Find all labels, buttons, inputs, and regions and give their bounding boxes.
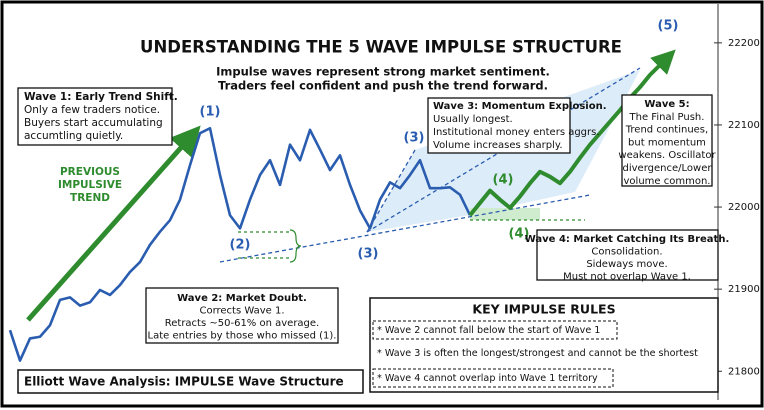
price-line xyxy=(468,49,676,217)
y-tick-label: 21800 xyxy=(728,366,760,377)
rules-title: KEY IMPULSE RULES xyxy=(472,302,615,317)
annotation-text: accumtling quietly. xyxy=(24,130,123,142)
annotation-text: Wave 4: Market Catching Its Breath. xyxy=(525,234,730,245)
annotation-text: Volume increases sharply. xyxy=(433,140,563,151)
wave-label: (5) xyxy=(658,19,679,34)
annotation-text: The Final Push. xyxy=(629,112,705,123)
rules-box xyxy=(369,297,719,393)
annotation-text: PREVIOUS xyxy=(60,166,120,178)
rule-text: * Wave 3 is often the longest/strongest … xyxy=(377,348,698,359)
previous-trend-arrow xyxy=(26,125,201,322)
annotation-text: TREND xyxy=(70,192,110,204)
annotation-box xyxy=(17,87,173,146)
annotation-text: Must not overlap Wave 1. xyxy=(563,272,691,283)
footer-box xyxy=(17,369,364,394)
annotation-text: Wave 5: xyxy=(644,99,689,110)
annotation-text: Buyers start accumulating xyxy=(24,117,163,129)
chart-title: UNDERSTANDING THE 5 WAVE IMPULSE STRUCTU… xyxy=(140,38,622,57)
wave-label: (3) xyxy=(358,247,379,262)
rule-text: * Wave 2 cannot fall below the start of … xyxy=(377,325,600,336)
annotation-text: Retracts ~50-61% on average. xyxy=(165,318,320,329)
wave-label: (4) xyxy=(493,173,514,188)
annotation-text: Wave 3: Momentum Explosion. xyxy=(433,101,607,112)
y-tick-label: 22100 xyxy=(728,120,760,131)
annotation-box xyxy=(427,97,571,154)
footer: Elliott Wave Analysis: IMPULSE Wave Stru… xyxy=(24,375,344,389)
annotation-text: Wave 1: Early Trend Shift. xyxy=(24,91,178,103)
overlap-guides xyxy=(238,219,585,263)
subtitle: Traders feel confident and push the tren… xyxy=(218,79,548,93)
y-tick-label: 22200 xyxy=(728,38,760,49)
annotation-box xyxy=(536,229,719,281)
annotation-text: Corrects Wave 1. xyxy=(199,306,284,317)
wave-label: (2) xyxy=(230,238,251,253)
annotation-text: Sideways move. xyxy=(586,259,667,270)
annotation-text: Only a few traders notice. xyxy=(24,104,160,116)
wave-label: (4) xyxy=(509,227,530,242)
wave-label: (1) xyxy=(200,105,221,120)
wave-label: (3) xyxy=(404,131,425,146)
rule-text: * Wave 4 cannot overlap into Wave 1 terr… xyxy=(377,373,598,384)
annotation-text: but momentum xyxy=(628,137,706,148)
subtitle: Impulse waves represent strong market se… xyxy=(216,65,550,79)
annotation-text: Usually longest. xyxy=(433,114,513,125)
y-tick-label: 21900 xyxy=(728,284,760,295)
rule-frame xyxy=(372,320,618,340)
rule-frame xyxy=(372,368,614,388)
annotation-text: Trend continues, xyxy=(625,125,708,136)
annotation-text: Consolidation. xyxy=(591,247,662,258)
annotation-text: volume common. xyxy=(624,176,711,187)
annotation-text: weakens. Oscillator xyxy=(618,150,716,161)
annotation-box xyxy=(621,94,713,187)
price-line xyxy=(8,126,472,362)
y-tick-label: 22000 xyxy=(728,202,760,213)
annotation-text: Late entries by those who missed (1). xyxy=(148,331,337,342)
annotation-text: Institutional money enters aggrs. xyxy=(433,127,600,138)
annotation-text: divergence/Lower xyxy=(623,163,713,174)
annotation-box xyxy=(145,287,339,344)
annotation-text: IMPULSIVE xyxy=(58,179,122,191)
wave4-zone xyxy=(470,208,540,220)
annotation-text: Wave 2: Market Doubt. xyxy=(177,293,307,304)
trend-lines xyxy=(219,67,641,263)
